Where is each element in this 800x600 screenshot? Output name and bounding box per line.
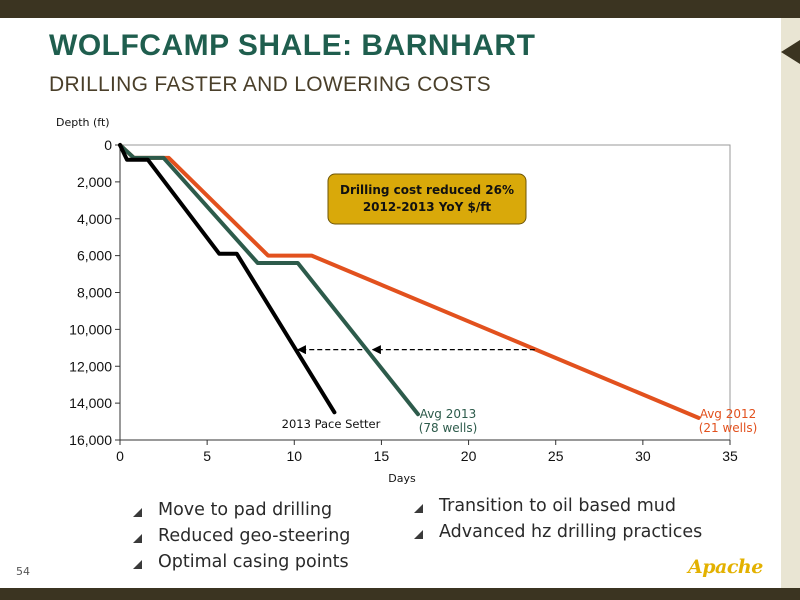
page-number: 54	[16, 565, 30, 578]
callout-text: 2012-2013 YoY $/ft	[363, 200, 492, 214]
y-tick-label: 4,000	[77, 211, 112, 227]
bullet-arrow-icon	[414, 529, 423, 539]
bullet-text: Advanced hz drilling practices	[439, 522, 703, 542]
callout-text: Drilling cost reduced 26%	[340, 183, 514, 197]
series-label-0: (21 wells)	[699, 421, 758, 435]
series-line-1	[118, 143, 420, 417]
y-tick-label: 12,000	[69, 358, 112, 374]
series-label-1: Avg 2013	[420, 407, 477, 421]
slide-title: WOLFCAMP SHALE: BARNHART	[49, 29, 536, 62]
bullet-arrow-icon	[133, 507, 142, 517]
bullet-list-left: Move to pad drilling Reduced geo-steerin…	[133, 497, 350, 575]
x-tick-label: 0	[116, 448, 124, 464]
y-tick-label: 6,000	[77, 248, 112, 264]
right-side-bar	[781, 18, 800, 588]
bullet-arrow-icon	[133, 533, 142, 543]
series-label-2: 2013 Pace Setter	[282, 417, 381, 431]
bullet-item: Optimal casing points	[133, 549, 350, 575]
bottom-bar	[0, 588, 800, 600]
bullet-list-right: Transition to oil based mud Advanced hz …	[414, 493, 702, 545]
x-tick-label: 30	[635, 448, 651, 464]
bullet-item: Advanced hz drilling practices	[414, 519, 702, 545]
x-tick-label: 5	[203, 448, 211, 464]
series-line-2	[118, 143, 337, 415]
x-tick-label: 25	[548, 448, 564, 464]
y-tick-label: 8,000	[77, 285, 112, 301]
slide-subtitle: DRILLING FASTER AND LOWERING COSTS	[49, 73, 491, 96]
x-tick-label: 20	[461, 448, 477, 464]
side-notch	[781, 40, 800, 64]
y-tick-label: 16,000	[69, 432, 112, 448]
x-tick-label: 10	[286, 448, 302, 464]
y-tick-label: 14,000	[69, 395, 112, 411]
x-tick-label: 35	[722, 448, 738, 464]
series-label-1: (78 wells)	[419, 421, 478, 435]
callout-box	[327, 173, 527, 225]
bullet-item: Move to pad drilling	[133, 497, 350, 523]
bullet-text: Move to pad drilling	[158, 500, 333, 520]
y-tick-label: 10,000	[69, 321, 112, 337]
bullet-text: Transition to oil based mud	[439, 496, 676, 516]
y-axis-title: Depth (ft)	[56, 116, 110, 129]
x-axis-title: Days	[388, 472, 416, 485]
bullet-text: Reduced geo-steering	[158, 526, 351, 546]
top-bar	[0, 0, 800, 18]
series-label-0: Avg 2012	[700, 407, 757, 421]
bullet-text: Optimal casing points	[158, 552, 349, 572]
bullet-arrow-icon	[133, 559, 142, 569]
bullet-item: Reduced geo-steering	[133, 523, 350, 549]
y-tick-label: 0	[104, 137, 112, 153]
y-tick-label: 2,000	[77, 174, 112, 190]
bullet-arrow-icon	[414, 503, 423, 513]
apache-logo: Apache	[688, 556, 763, 578]
bullet-item: Transition to oil based mud	[414, 493, 702, 519]
x-tick-label: 15	[374, 448, 390, 464]
